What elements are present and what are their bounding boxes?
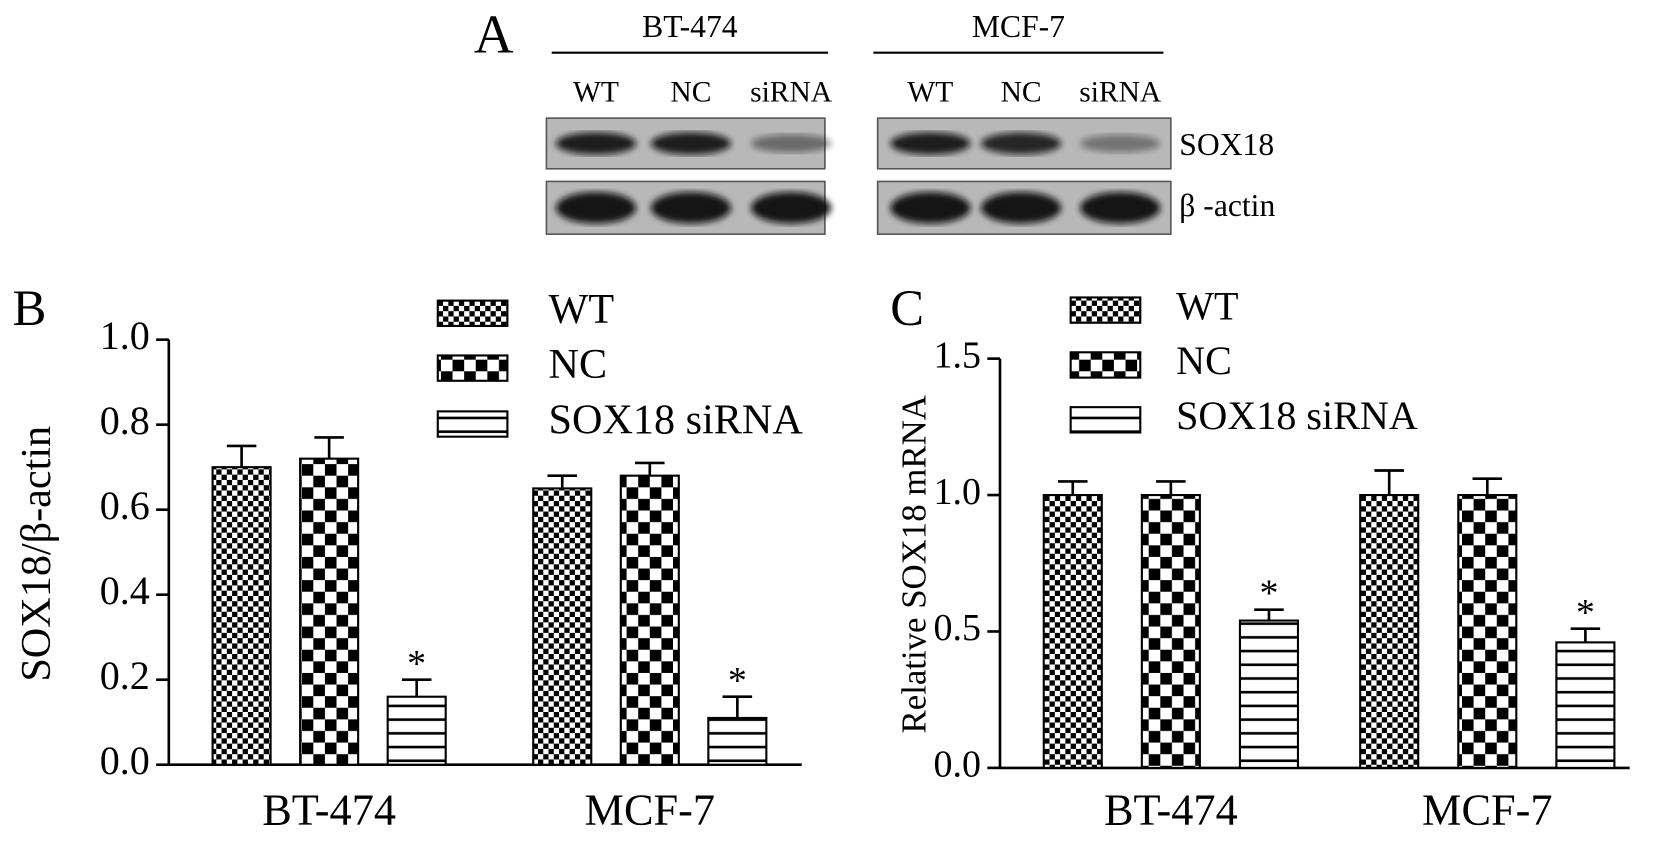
bar: [1042, 493, 1103, 769]
legend-label: SOX18 siRNA: [549, 397, 804, 444]
y-axis-label: SOX18/β-actin: [13, 426, 60, 682]
y-tick-label: 1.5: [934, 334, 981, 376]
bar: [1457, 493, 1518, 769]
y-tick-label: 0.6: [100, 483, 150, 528]
blot-band: [890, 191, 971, 224]
blot-band: [981, 132, 1062, 155]
blot-band: [650, 132, 732, 155]
legend-swatch: [436, 299, 509, 327]
group-label: MCF-7: [972, 9, 1065, 44]
legend-label: WT: [549, 286, 615, 333]
error-bar: [1374, 469, 1404, 496]
bar: [1140, 493, 1201, 769]
lane-label: WT: [573, 77, 619, 109]
bar: [299, 457, 360, 766]
row-label: β -actin: [1179, 188, 1275, 223]
blot-band: [1080, 134, 1161, 153]
row-label: SOX18: [1179, 127, 1274, 162]
y-tick-label: 0.5: [934, 607, 981, 649]
y-tick-label: 0.0: [934, 744, 981, 786]
bar: [619, 474, 680, 766]
y-tick-label: 0.4: [100, 568, 150, 613]
blot-band: [751, 134, 832, 153]
error-bar: [722, 695, 753, 718]
error-bar: [1472, 477, 1503, 496]
significance-marker: *: [407, 643, 426, 685]
panel-label: A: [474, 4, 514, 65]
y-tick-label: 0.8: [100, 398, 150, 443]
y-tick-label: 0.0: [100, 738, 150, 783]
significance-marker: *: [1576, 592, 1595, 634]
y-tick-label: 1.0: [100, 313, 150, 358]
blot-band: [555, 191, 637, 224]
lane-label: WT: [907, 77, 953, 109]
legend-swatch: [436, 410, 509, 438]
lane-label: siRNA: [1079, 77, 1162, 109]
blot-band: [555, 132, 637, 155]
legend-swatch: [1069, 406, 1142, 434]
lane-label: NC: [1001, 77, 1042, 109]
error-bar: [1058, 480, 1088, 496]
y-tick-label: 0.2: [100, 653, 150, 698]
error-bar: [635, 461, 665, 476]
x-tick-label: BT-474: [1104, 785, 1238, 834]
error-bar: [547, 474, 578, 489]
y-axis-label: Relative SOX18 mRNA: [895, 395, 934, 733]
bar: [707, 716, 768, 766]
significance-marker: *: [1259, 573, 1278, 615]
x-tick-label: BT-474: [262, 785, 396, 834]
legend-label: NC: [1176, 338, 1232, 383]
legend-swatch: [1069, 296, 1142, 324]
bar: [386, 695, 447, 766]
significance-marker: *: [728, 660, 747, 702]
blot-band: [890, 132, 971, 155]
legend-label: NC: [549, 341, 608, 388]
lane-label: siRNA: [750, 77, 833, 109]
bar: [1238, 619, 1300, 769]
blot-band: [981, 191, 1062, 224]
error-bar: [1570, 627, 1601, 643]
x-tick-label: MCF-7: [585, 785, 715, 834]
lane-label: NC: [670, 77, 711, 109]
error-bar: [226, 444, 257, 468]
western-blot: A BT-474 WT NC siRNA MCF-7 WT NC siRNA SOX18 β -a…: [474, 4, 1275, 235]
blot-band: [751, 191, 832, 224]
bar: [1359, 493, 1420, 769]
legend-label: SOX18 siRNA: [1176, 393, 1418, 438]
legend-swatch: [436, 354, 509, 382]
blot-band: [1080, 191, 1161, 224]
legend-swatch: [1069, 351, 1142, 379]
x-tick-label: MCF-7: [1422, 785, 1552, 834]
blot-band: [650, 191, 732, 224]
panel-label: C: [890, 280, 924, 336]
bar: [532, 487, 593, 766]
error-bar: [401, 678, 432, 697]
error-bar: [314, 436, 344, 459]
error-bar: [1156, 480, 1186, 496]
bar: [211, 466, 272, 766]
legend-label: WT: [1176, 283, 1238, 328]
y-tick-label: 1.0: [934, 471, 981, 513]
error-bar: [1254, 608, 1284, 621]
panel-label: B: [13, 280, 47, 336]
bar: [1555, 641, 1616, 769]
group-label: BT-474: [642, 9, 738, 44]
